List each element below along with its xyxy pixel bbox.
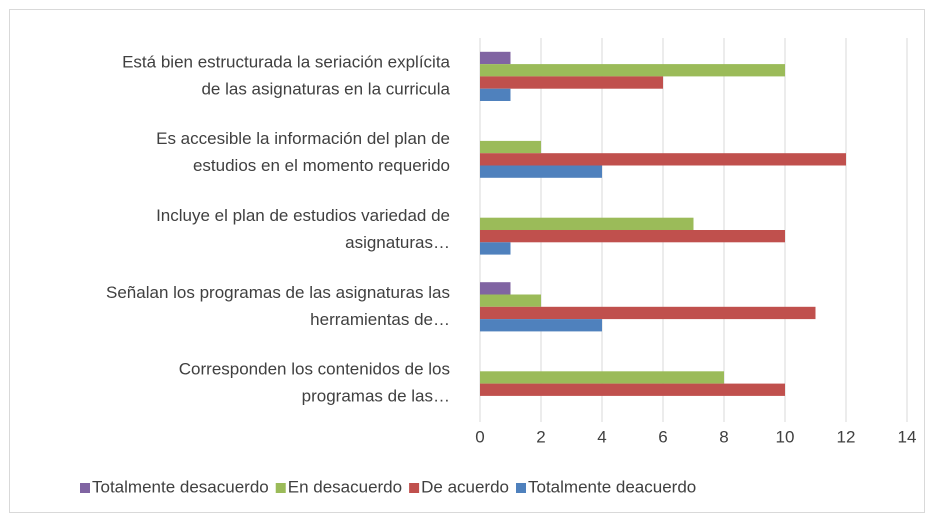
y-tick-label: Incluye el plan de estudios variedad de: [156, 206, 450, 225]
bar: [480, 165, 602, 178]
bar: [480, 140, 541, 154]
bar: [480, 153, 846, 166]
bar: [480, 306, 816, 320]
y-tick-label: programas de las…: [302, 387, 450, 406]
y-tick-label: Es accesible la información del plan de: [156, 129, 450, 148]
y-tick-label: Corresponden los contenidos de los: [179, 360, 450, 379]
x-tick-label: 14: [898, 427, 917, 446]
bar: [480, 319, 602, 332]
y-tick-label: asignaturas…: [345, 233, 450, 252]
legend-label: En desacuerdo: [288, 477, 402, 496]
bar: [480, 76, 663, 89]
legend-label: Totalmente deacuerdo: [528, 477, 696, 496]
y-tick-label: Está bien estructurada la seriación expl…: [122, 52, 450, 71]
legend-swatch: [409, 483, 420, 493]
bar: [480, 371, 724, 384]
bar: [480, 217, 694, 230]
x-tick-label: 2: [536, 427, 545, 446]
bar: [480, 282, 511, 295]
y-tick-label: de las asignaturas en la curricula: [201, 79, 450, 98]
y-tick-label: Señalan los programas de las asignaturas…: [106, 283, 450, 302]
legend-label: De acuerdo: [421, 477, 509, 496]
y-tick-label: herramientas de…: [310, 310, 450, 329]
bar: [480, 51, 511, 65]
legend-swatch: [80, 483, 90, 493]
bar: [480, 88, 511, 101]
x-tick-label: 12: [837, 427, 856, 446]
chart-border: [9, 9, 925, 513]
x-tick-label: 6: [658, 427, 667, 446]
legend-swatch: [516, 483, 526, 493]
bar: [480, 383, 785, 396]
bar: [480, 294, 541, 307]
x-tick-label: 4: [597, 427, 606, 446]
legend-swatch: [275, 483, 286, 493]
x-tick-label: 8: [719, 427, 728, 446]
legend-label: Totalmente desacuerdo: [92, 477, 269, 496]
x-tick-label: 10: [776, 427, 795, 446]
bar: [480, 64, 785, 77]
x-tick-label: 0: [475, 427, 484, 446]
bar: [480, 242, 511, 255]
y-tick-label: estudios en el momento requerido: [193, 156, 450, 175]
bar: [480, 230, 785, 243]
